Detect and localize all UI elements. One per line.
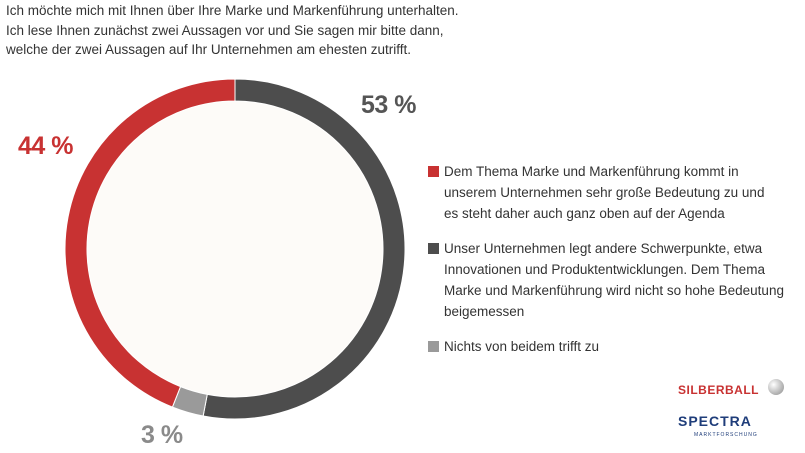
legend: Dem Thema Marke und Markenführung kommt … (428, 161, 803, 371)
legend-text-line: Dem Thema Marke und Markenführung kommt … (444, 164, 739, 179)
legend-swatch-agree (428, 166, 439, 177)
donut-slice-agree (64, 78, 236, 408)
legend-item-agree: Dem Thema Marke und Markenführung kommt … (428, 161, 803, 224)
donut-slice-other (202, 78, 406, 420)
spectra-logo: SPECTRA (678, 413, 752, 429)
legend-item-neither: Nichts von beidem trifft zu (428, 336, 803, 357)
legend-text-line: Innovationen und Produktentwicklungen. D… (444, 262, 765, 277)
slice-label-agree: 44 % (18, 132, 73, 160)
legend-text-line: beigemessen (444, 304, 525, 319)
question-line-3: welche der zwei Aussagen auf Ihr Unterne… (6, 42, 411, 57)
legend-item-other: Unser Unternehmen legt andere Schwerpunk… (428, 238, 803, 322)
question-line-1: Ich möchte mich mit Ihnen über Ihre Mark… (6, 3, 459, 18)
legend-swatch-other (428, 243, 439, 254)
slice-label-neither: 3 % (141, 421, 183, 449)
spectra-logo-subtitle: MARKTFORSCHUNG (694, 432, 758, 438)
legend-text-line: es steht daher auch ganz oben auf der Ag… (444, 206, 725, 221)
question-line-2: Ich lese Ihnen zunächst zwei Aussagen vo… (6, 22, 444, 38)
legend-text-line: Nichts von beidem trifft zu (444, 339, 600, 354)
silberball-logo: SILBERBALL (678, 383, 759, 397)
legend-text-line: Marke und Markenführung wird nicht so ho… (444, 283, 784, 298)
slice-label-other: 53 % (361, 91, 416, 119)
legend-swatch-neither (428, 341, 439, 352)
silver-ball-icon (768, 379, 784, 395)
legend-text-line: unserem Unternehmen sehr große Bedeutung… (444, 185, 765, 200)
donut-center (87, 101, 383, 397)
legend-text-line: Unser Unternehmen legt andere Schwerpunk… (444, 241, 763, 256)
question-text: Ich möchte mich mit Ihnen über Ihre Mark… (6, 1, 526, 60)
